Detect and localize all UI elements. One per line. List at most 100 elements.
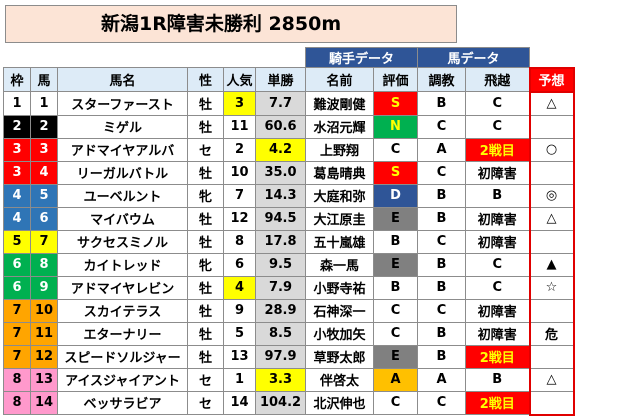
group-header-row: 騎手データ 馬データ	[4, 47, 574, 68]
popularity-cell: 2	[223, 137, 256, 162]
odds-cell: 7.7	[255, 91, 306, 116]
table-row: 6 9 アドマイヤレビン牡 4 7.9 小野寺祐 B B C ☆	[3, 275, 575, 300]
popularity-cell: 5	[223, 321, 256, 346]
prediction-cell	[528, 160, 575, 185]
odds-cell: 9.5	[255, 252, 306, 277]
popularity-cell: 10	[223, 160, 256, 185]
col-header-jump: 飛越	[465, 67, 530, 92]
prediction-cell	[528, 344, 575, 369]
waku-cell: 3	[3, 160, 31, 185]
jockey-name-cell: 大庭和弥	[305, 183, 374, 208]
popularity-cell: 6	[223, 252, 256, 277]
col-header-sex: 性	[187, 67, 224, 92]
odds-cell: 3.3	[255, 367, 306, 392]
table-row: 7 11 エターナリー牡 5 8.5 小牧加矢 C B 初障害危	[3, 321, 575, 346]
jump-cell: B	[465, 183, 530, 208]
training-cell: A	[417, 137, 466, 162]
horse-number-cell: 5	[30, 183, 58, 208]
jump-cell: C	[465, 114, 530, 139]
table-row: 6 8 カイトレッド牝 6 9.5 森一馬 E B C ▲	[3, 252, 575, 277]
odds-cell: 14.3	[255, 183, 306, 208]
horse-number-cell: 6	[30, 206, 58, 231]
training-cell: B	[417, 91, 466, 116]
col-header-training: 調教	[417, 67, 466, 92]
jockey-rating-cell: N	[373, 114, 418, 139]
prediction-cell: △	[528, 91, 575, 116]
jump-cell: C	[465, 252, 530, 277]
horse-name-cell: カイトレッド	[57, 252, 188, 277]
table-row: 4 5 ユーベルント牝 7 14.3 大庭和弥 D B B ◎	[3, 183, 575, 208]
training-cell: B	[417, 321, 466, 346]
sex-cell: 牡	[187, 298, 224, 323]
popularity-cell: 8	[223, 229, 256, 254]
table-row: 4 6 マイバウム牡 12 94.5 大江原圭 E B 初障害 △	[3, 206, 575, 231]
sex-cell: 牝	[187, 252, 224, 277]
horse-number-cell: 9	[30, 275, 58, 300]
popularity-cell: 12	[223, 206, 256, 231]
prediction-cell: △	[528, 206, 575, 231]
horse-name-cell: アイスジャイアント	[57, 367, 188, 392]
popularity-cell: 4	[223, 275, 256, 300]
waku-cell: 4	[3, 206, 31, 231]
waku-cell: 6	[3, 252, 31, 277]
training-cell: B	[417, 206, 466, 231]
group-header-spacer	[4, 48, 306, 68]
horse-name-cell: ミゲル	[57, 114, 188, 139]
waku-cell: 1	[3, 91, 31, 116]
col-header-odds: 単勝	[255, 67, 306, 92]
training-cell: C	[417, 390, 466, 415]
jump-cell: 2戦目	[465, 390, 530, 415]
odds-cell: 94.5	[255, 206, 306, 231]
horse-number-cell: 11	[30, 321, 58, 346]
horse-number-cell: 12	[30, 344, 58, 369]
horse-number-cell: 13	[30, 367, 58, 392]
jockey-rating-cell: D	[373, 183, 418, 208]
sex-cell: 牡	[187, 206, 224, 231]
horse-name-cell: ユーベルント	[57, 183, 188, 208]
horse-name-cell: サクセスミノル	[57, 229, 188, 254]
col-header-popularity: 人気	[223, 67, 256, 92]
odds-cell: 60.6	[255, 114, 306, 139]
column-header-row: 枠 馬 馬名 性 人気 単勝 名前 評価 調教 飛越 予想	[3, 66, 575, 93]
jockey-name-cell: 北沢伸也	[305, 390, 374, 415]
table-row: 3 3 アドマイヤアルバセ 2 4.2 上野翔 C A 2戦目 ○	[3, 137, 575, 162]
odds-cell: 4.2	[255, 137, 306, 162]
horse-number-cell: 14	[30, 390, 58, 415]
jockey-rating-cell: C	[373, 137, 418, 162]
horse-data-header: 馬データ	[417, 47, 530, 68]
table-row: 8 14 ベッサラビアセ 14 104.2 北沢伸也 C C 2戦目	[3, 390, 575, 416]
jockey-rating-cell: E	[373, 252, 418, 277]
odds-cell: 97.9	[255, 344, 306, 369]
horse-number-cell: 2	[30, 114, 58, 139]
jockey-name-cell: 大江原圭	[305, 206, 374, 231]
waku-cell: 5	[3, 229, 31, 254]
training-cell: B	[417, 344, 466, 369]
horse-name-cell: アドマイヤアルバ	[57, 137, 188, 162]
jockey-rating-cell: S	[373, 160, 418, 185]
jump-cell: 初障害	[465, 229, 530, 254]
jockey-name-cell: 上野翔	[305, 137, 374, 162]
sex-cell: 牡	[187, 229, 224, 254]
jockey-rating-cell: S	[373, 91, 418, 116]
jockey-rating-cell: E	[373, 344, 418, 369]
odds-cell: 104.2	[255, 390, 306, 415]
sex-cell: 牡	[187, 160, 224, 185]
horse-name-cell: リーガルバトル	[57, 160, 188, 185]
horse-name-cell: スカイテラス	[57, 298, 188, 323]
table-row: 7 10 スカイテラス牡 9 28.9 石神深一 C C 初障害	[3, 298, 575, 323]
jump-cell: C	[465, 275, 530, 300]
waku-cell: 2	[3, 114, 31, 139]
sex-cell: セ	[187, 367, 224, 392]
jump-cell: C	[465, 91, 530, 116]
training-cell: C	[417, 114, 466, 139]
horse-number-cell: 4	[30, 160, 58, 185]
table-row: 1 1 スターファースト牡 3 7.7 難波剛健 S B C △	[3, 91, 575, 116]
prediction-cell: 危	[528, 321, 575, 346]
table-row: 3 4 リーガルバトル牡 10 35.0 葛島晴典 S C 初障害	[3, 160, 575, 185]
odds-cell: 17.8	[255, 229, 306, 254]
waku-cell: 7	[3, 344, 31, 369]
sex-cell: セ	[187, 390, 224, 415]
jockey-rating-cell: E	[373, 206, 418, 231]
prediction-cell: ☆	[528, 275, 575, 300]
prediction-cell	[528, 114, 575, 139]
